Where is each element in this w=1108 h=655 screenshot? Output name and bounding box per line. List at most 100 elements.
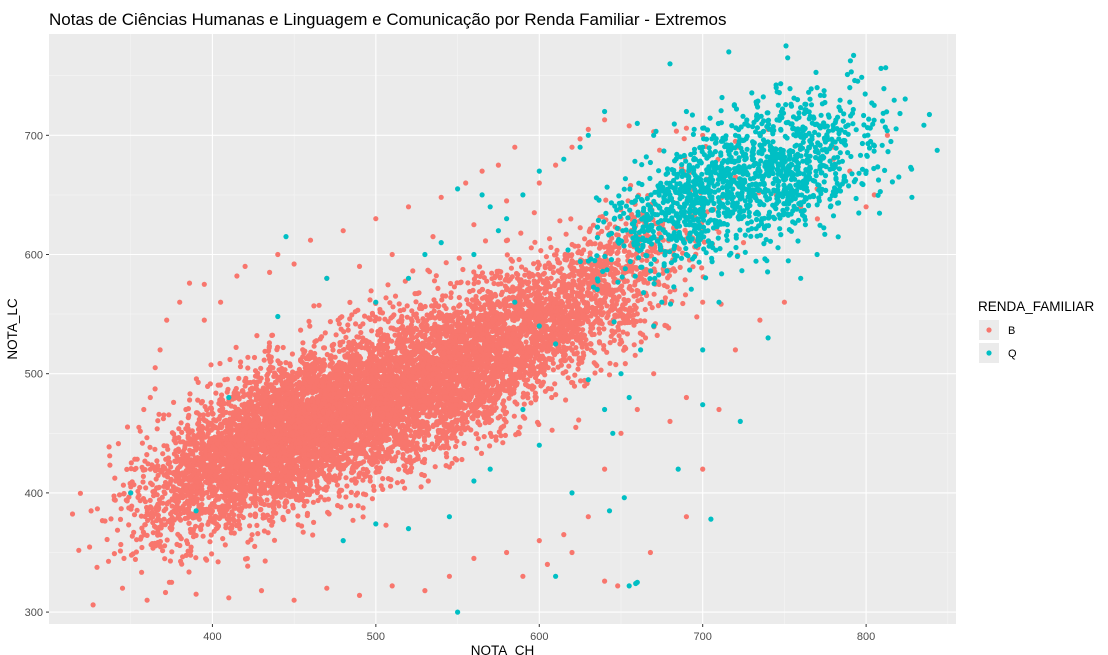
data-point-B (179, 429, 185, 435)
data-point-B (296, 458, 302, 464)
data-point-B (353, 321, 359, 327)
data-point-B (236, 375, 242, 381)
data-point-B (316, 302, 322, 308)
data-point-B (121, 555, 127, 562)
data-point-B (266, 340, 272, 346)
data-point-B (368, 288, 374, 294)
data-point-B (245, 563, 251, 569)
data-point-B (249, 532, 255, 538)
data-point-B (343, 475, 349, 481)
data-point-B (260, 512, 266, 518)
data-point-B (94, 506, 100, 512)
data-point-B (322, 422, 328, 428)
data-point-B (217, 382, 223, 388)
data-point-B (233, 344, 239, 350)
data-point-B (187, 397, 193, 403)
data-point-B (233, 385, 239, 392)
data-point-B (156, 411, 162, 417)
data-point-B (106, 444, 112, 450)
data-point-B (282, 500, 288, 506)
data-point-B (311, 519, 317, 526)
data-point-B (360, 321, 366, 327)
data-point-B (433, 273, 439, 279)
data-point-B (275, 344, 281, 350)
data-point-B (311, 303, 317, 309)
data-point-B (312, 339, 318, 345)
data-point-B (307, 323, 313, 329)
data-point-B (288, 452, 294, 458)
data-point-B (208, 362, 214, 368)
data-point-B (300, 385, 306, 391)
data-point-B (178, 420, 184, 426)
data-point-B (280, 344, 286, 351)
data-point-B (69, 511, 76, 517)
data-point-B (279, 478, 285, 484)
data-point-B (355, 307, 361, 313)
data-point-B (255, 531, 261, 537)
data-point-B (208, 399, 214, 406)
data-point-B (295, 522, 301, 528)
data-point-B (255, 394, 261, 400)
data-point-B (222, 377, 228, 383)
data-point-B (345, 327, 351, 333)
points-layer (69, 43, 940, 615)
data-point-B (383, 522, 389, 528)
data-point-B (335, 502, 341, 509)
data-point-B (419, 471, 425, 478)
data-point-B (255, 496, 261, 502)
data-point-B (259, 475, 265, 482)
data-point-B (206, 494, 212, 500)
data-point-B (254, 333, 260, 339)
data-point-B (283, 400, 289, 406)
data-point-B (140, 479, 146, 485)
data-point-B (285, 492, 291, 499)
data-point-B (347, 299, 353, 305)
data-point-B (305, 418, 311, 424)
data-point-B (118, 506, 124, 512)
data-point-B (289, 390, 295, 396)
data-point-B (231, 530, 237, 536)
data-point-B (350, 517, 356, 523)
data-point-B (348, 489, 354, 495)
data-point-B (209, 551, 215, 557)
data-point-B (336, 475, 342, 481)
data-point-B (421, 437, 428, 443)
data-point-B (276, 367, 282, 373)
data-point-B (227, 356, 233, 363)
data-point-B (272, 370, 278, 376)
data-point-B (300, 529, 306, 535)
data-point-B (147, 444, 153, 450)
data-point-B (147, 497, 153, 503)
data-point-B (277, 361, 283, 367)
data-point-B (118, 541, 124, 548)
data-point-B (360, 466, 366, 472)
data-point-B (345, 322, 351, 328)
data-point-B (247, 512, 253, 518)
data-point-B (258, 365, 264, 371)
data-point-B (265, 371, 271, 377)
data-point-B (311, 343, 317, 349)
data-point-B (319, 464, 325, 470)
data-point-B (312, 463, 318, 469)
data-point-B (129, 533, 135, 539)
data-point-B (226, 515, 232, 521)
data-point-B (378, 329, 384, 335)
data-point-B (254, 522, 260, 529)
data-point-B (140, 496, 147, 502)
data-point-B (287, 361, 293, 367)
data-point-B (281, 517, 287, 523)
data-point-B (377, 465, 384, 471)
data-point-B (404, 303, 410, 309)
data-point-B (443, 450, 449, 457)
data-point-B (77, 490, 83, 496)
data-point-B (300, 347, 306, 353)
data-point-B (304, 398, 310, 404)
data-point-B (131, 512, 138, 518)
data-point-B (360, 477, 366, 483)
data-point-B (333, 332, 339, 338)
data-point-B (460, 266, 466, 273)
data-point-B (262, 348, 268, 354)
data-point-B (301, 485, 307, 491)
data-point-B (360, 505, 366, 511)
data-point-B (124, 424, 131, 430)
